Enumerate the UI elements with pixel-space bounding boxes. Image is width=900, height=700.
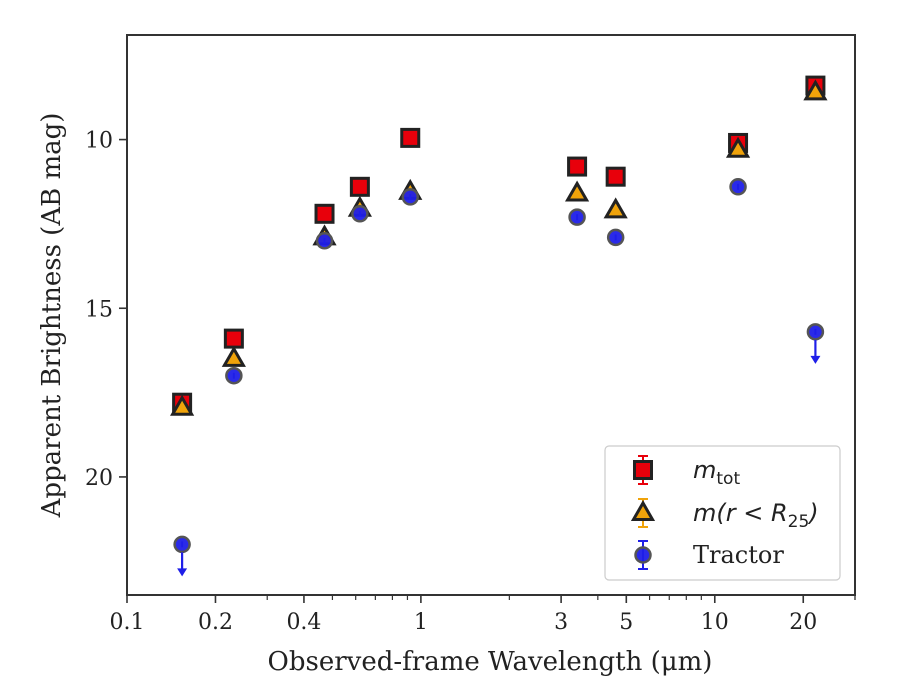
- y-tick-label: 20: [85, 466, 113, 491]
- data-point: [400, 127, 421, 148]
- y-tick-label: 15: [85, 297, 113, 322]
- data-point: [564, 180, 590, 202]
- data-point: [803, 79, 828, 101]
- plot-frame: [126, 34, 856, 596]
- legend-label: Tractor: [693, 541, 784, 569]
- data-point: [806, 323, 825, 341]
- data-point: [605, 166, 626, 187]
- legend-label: m(r < R25): [693, 499, 819, 532]
- series-triangle: [170, 79, 828, 416]
- x-tick-label: 10: [701, 610, 729, 635]
- x-tick-label: 1: [414, 610, 428, 635]
- data-point: [351, 205, 369, 223]
- data-point: [173, 535, 191, 554]
- legend-marker: [633, 460, 653, 480]
- upper-limit-arrowhead: [177, 568, 188, 577]
- data-point: [349, 176, 370, 197]
- x-tick-label: 5: [619, 610, 633, 635]
- data-point: [606, 228, 625, 247]
- data-point: [223, 328, 244, 349]
- data-point: [314, 203, 335, 224]
- data-point: [568, 208, 586, 226]
- series-circle: [173, 178, 825, 577]
- legend-label: mtot: [693, 456, 740, 489]
- data-point: [603, 197, 628, 219]
- data-point: [401, 188, 419, 206]
- legend-marker: [634, 546, 652, 564]
- x-axis: 0.1 0.2 0.4 1 3 5 10 20: [110, 595, 856, 635]
- data-point: [170, 394, 195, 416]
- data-point: [725, 136, 751, 158]
- data-point: [315, 232, 334, 250]
- data-point: [221, 345, 246, 367]
- data-point: [729, 178, 747, 196]
- plot-area: [126, 34, 856, 596]
- legend-marker: [630, 499, 656, 521]
- x-tick-label: 0.4: [286, 610, 321, 635]
- upper-limit-arrowhead: [810, 355, 821, 364]
- x-tick-label: 3: [554, 610, 568, 635]
- data-markers: [170, 75, 828, 577]
- series-square: [172, 75, 826, 413]
- x-tick-label: 0.1: [110, 610, 145, 635]
- legend: mtot m(r < R25) Tractor: [604, 445, 841, 581]
- legend-box: [604, 445, 841, 581]
- data-point: [225, 366, 243, 385]
- x-axis-title: Observed-frame Wavelength (μm): [268, 647, 713, 677]
- y-axis-title: Apparent Brightness (AB mag): [37, 113, 67, 519]
- y-tick-label: 10: [85, 129, 113, 154]
- x-tick-label: 20: [789, 610, 817, 635]
- x-tick-label: 0.2: [198, 610, 233, 635]
- data-point: [567, 156, 588, 177]
- y-axis: 10 15 20: [85, 129, 127, 491]
